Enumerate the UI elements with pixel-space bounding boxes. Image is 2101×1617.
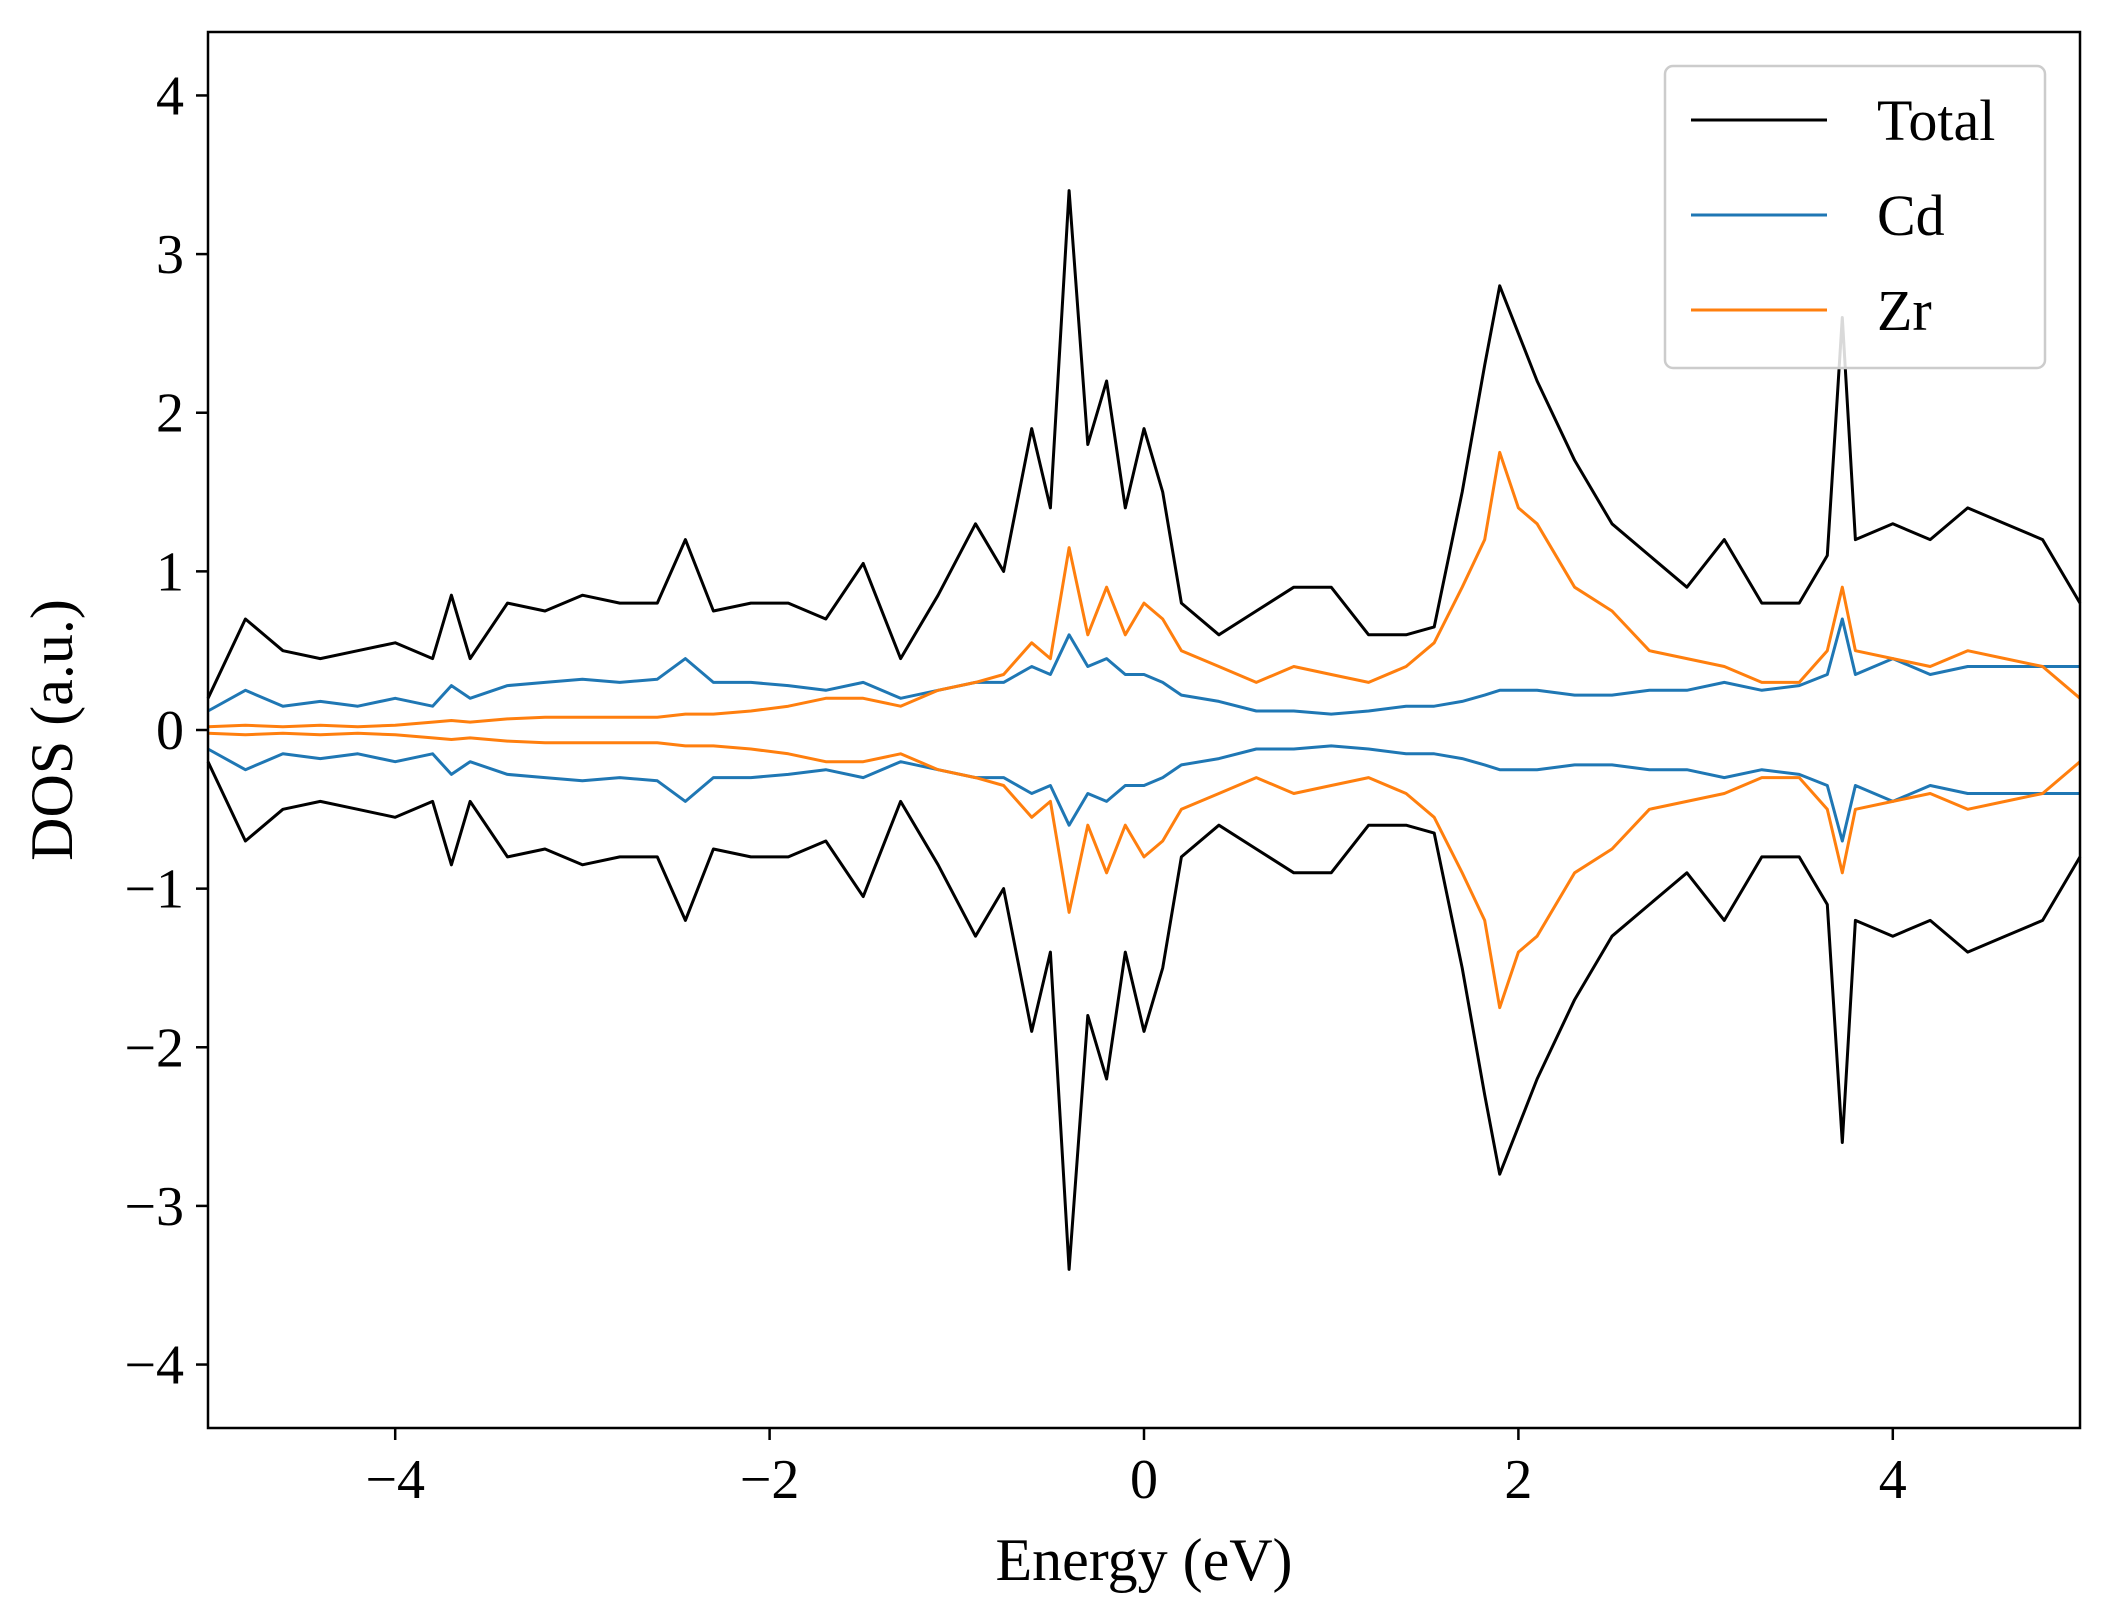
legend: Total Cd Zr	[1663, 64, 2047, 370]
x-tick-label: 4	[1879, 1449, 1907, 1511]
legend-box	[1663, 64, 2047, 370]
x-axis: −4 −2 0 2 4	[365, 1428, 1907, 1511]
x-axis-title: Energy (eV)	[995, 1527, 1292, 1593]
y-axis: −4 −3 −2 −1 0 1 2 3 4	[124, 65, 208, 1397]
x-tick-label: −4	[365, 1449, 425, 1511]
legend-label-zr: Zr	[1877, 278, 1932, 343]
y-tick-label: 3	[156, 224, 184, 286]
x-tick-label: −2	[740, 1449, 800, 1511]
y-tick-label: −4	[124, 1335, 184, 1397]
y-tick-label: 1	[156, 541, 184, 603]
x-tick-label: 0	[1130, 1449, 1158, 1511]
y-tick-label: 2	[156, 383, 184, 445]
series-zr-spin-down-line	[207, 731, 2081, 1010]
y-tick-label: −1	[124, 859, 184, 921]
y-tick-label: −2	[124, 1017, 184, 1079]
series-total-spin-down-line	[206, 761, 2082, 1271]
series-cd-spin-up-line	[207, 617, 2080, 716]
y-tick-label: −3	[124, 1176, 184, 1238]
y-tick-label: 4	[156, 65, 184, 127]
x-tick-label: 2	[1504, 1449, 1532, 1511]
dos-curves	[206, 189, 2082, 1271]
y-tick-label: 0	[156, 700, 184, 762]
series-total-spin-up-line	[206, 189, 2082, 699]
y-axis-title: DOS (a.u.)	[19, 599, 85, 861]
series-zr-spin-up-line	[207, 450, 2081, 729]
series-cd-spin-down-line	[207, 744, 2080, 843]
legend-label-cd: Cd	[1877, 183, 1945, 248]
legend-label-total: Total	[1877, 88, 1995, 153]
